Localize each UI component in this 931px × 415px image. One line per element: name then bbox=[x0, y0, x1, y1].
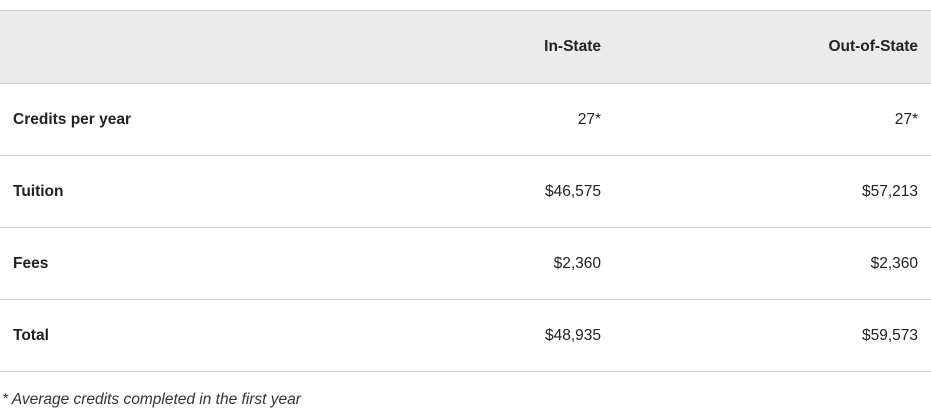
cost-table-container: In-State Out-of-State Credits per year 2… bbox=[0, 10, 931, 372]
table-row-total: Total $48,935 $59,573 bbox=[0, 299, 931, 372]
in-state-value: $2,360 bbox=[296, 227, 616, 300]
row-label: Total bbox=[0, 299, 296, 372]
row-label: Fees bbox=[0, 227, 296, 300]
in-state-value: $46,575 bbox=[296, 155, 616, 228]
out-of-state-value: $2,360 bbox=[616, 227, 931, 300]
row-label: Tuition bbox=[0, 155, 296, 228]
table-row-credits: Credits per year 27* 27* bbox=[0, 83, 931, 156]
out-of-state-value: $59,573 bbox=[616, 299, 931, 372]
footnote: * Average credits completed in the first… bbox=[2, 391, 301, 408]
row-label: Credits per year bbox=[0, 83, 296, 156]
table-row-tuition: Tuition $46,575 $57,213 bbox=[0, 155, 931, 228]
in-state-value: 27* bbox=[296, 83, 616, 156]
header-in-state: In-State bbox=[296, 10, 616, 84]
out-of-state-value: $57,213 bbox=[616, 155, 931, 228]
header-empty bbox=[0, 10, 296, 84]
out-of-state-value: 27* bbox=[616, 83, 931, 156]
header-out-of-state: Out-of-State bbox=[616, 10, 931, 84]
in-state-value: $48,935 bbox=[296, 299, 616, 372]
table-header-row: In-State Out-of-State bbox=[0, 10, 931, 84]
cost-table: In-State Out-of-State Credits per year 2… bbox=[0, 10, 931, 372]
table-row-fees: Fees $2,360 $2,360 bbox=[0, 227, 931, 300]
